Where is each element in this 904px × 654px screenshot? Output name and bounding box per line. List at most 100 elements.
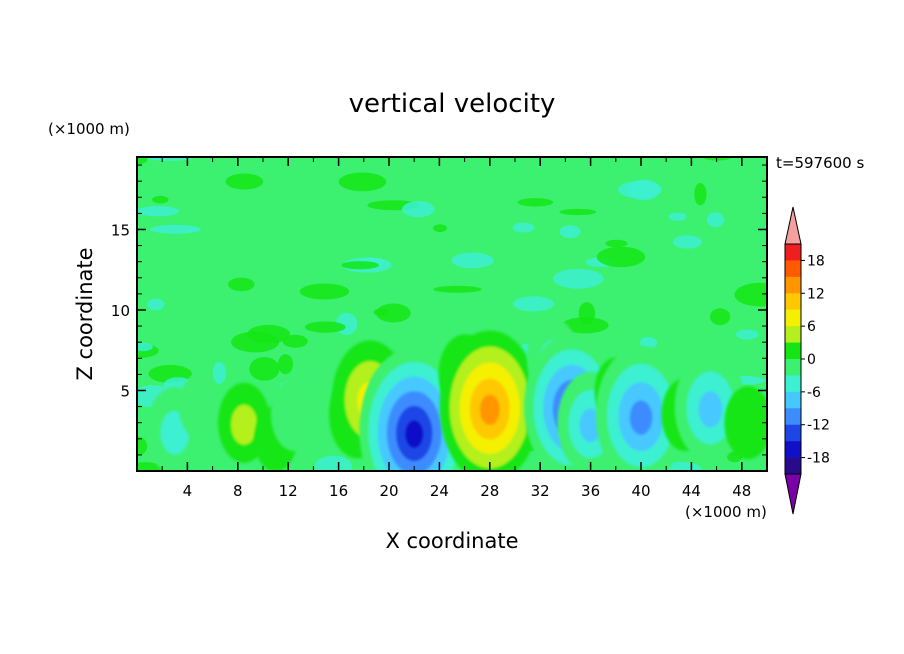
y-tick-label: 10 [111, 302, 130, 320]
field-patch [150, 224, 201, 234]
colorbar-band [785, 276, 801, 294]
x-tick-label: 8 [233, 482, 243, 500]
field-patch [552, 268, 604, 289]
colorbar-bottom-arrow [784, 473, 802, 515]
field-patch [672, 235, 703, 249]
field-patch [433, 224, 447, 232]
y-unit-label: (×1000 m) [48, 120, 130, 138]
colorbar-tick-label: -12 [807, 418, 830, 434]
field-patch [299, 283, 350, 300]
field-patch [668, 212, 687, 221]
field-patch [627, 179, 660, 201]
contour-band [724, 386, 767, 460]
colorbar-tick-label: -18 [807, 451, 830, 467]
plot-frame [136, 156, 768, 472]
field-patch [376, 303, 411, 323]
contour-band [178, 373, 222, 440]
colorbar-band [785, 260, 801, 278]
field-patch [137, 206, 179, 217]
field-patch [433, 285, 482, 293]
field-patch [314, 455, 352, 471]
colorbar-tick-label: 0 [807, 352, 816, 368]
velocity-cell [439, 330, 540, 471]
time-label: t=597600 s [776, 154, 864, 172]
field-patch [373, 308, 389, 316]
field-patch [517, 198, 554, 207]
field-patch [278, 354, 293, 375]
field-patch [282, 334, 308, 348]
field-patch [512, 222, 535, 233]
colorbar-band [785, 309, 801, 327]
colorbar-band [785, 441, 801, 458]
x-tick-label: 12 [279, 482, 298, 500]
field-patch [639, 336, 658, 349]
contour-band [698, 391, 723, 428]
velocity-cell [724, 386, 767, 460]
x-axis: 4 8 12 16 20 24 28 32 36 40 44 48 [161, 157, 751, 500]
field-patch [137, 436, 148, 456]
chart-title: vertical velocity [349, 89, 556, 119]
field-patch [152, 195, 169, 204]
colorbar-band [785, 342, 801, 360]
colorbar-band [785, 424, 801, 442]
field-patch [561, 317, 609, 334]
x-tick-label: 36 [581, 482, 600, 500]
x-tick-label: 48 [732, 482, 751, 500]
field-patch [304, 321, 346, 333]
field-patch [605, 239, 628, 248]
colorbar: 18 12 6 0 -6 -12 -18 [784, 206, 830, 515]
field-patch [228, 277, 255, 292]
field-patch [694, 183, 707, 206]
field-patch [734, 282, 767, 307]
velocity-cell [359, 347, 469, 471]
field-patch [338, 172, 387, 192]
field-patch [137, 157, 148, 164]
velocity-cell [178, 373, 222, 440]
field-patch [512, 296, 555, 312]
contour-band [405, 420, 424, 448]
x-unit-label: (×1000 m) [685, 503, 767, 521]
colorbar-band [785, 359, 801, 376]
colorbar-band [785, 326, 801, 343]
field-patch [706, 212, 725, 228]
x-tick-label: 32 [531, 482, 550, 500]
colorbar-tick-label: 12 [807, 286, 825, 302]
contour-band [231, 404, 258, 445]
velocity-cells [146, 318, 767, 471]
plot-area [137, 157, 767, 471]
colorbar-tick-label: 6 [807, 319, 816, 335]
contour-band [270, 378, 319, 451]
field-patch [559, 208, 597, 216]
x-tick-label: 4 [183, 482, 193, 500]
x-axis-title: X coordinate [385, 529, 518, 553]
field-patch [137, 462, 164, 471]
x-tick-label: 16 [329, 482, 348, 500]
field-patch [402, 201, 435, 218]
field-patch [736, 329, 759, 340]
field-patch [212, 362, 227, 384]
x-tick-label: 20 [379, 482, 398, 500]
colorbar-band [785, 244, 801, 261]
field-patch [137, 342, 153, 352]
colorbar-tick-label: 18 [807, 253, 825, 269]
contour-band [479, 394, 500, 425]
x-tick-label: 28 [480, 482, 499, 500]
field-patch [225, 173, 264, 190]
colorbar-band [785, 408, 801, 426]
y-tick-label: 15 [111, 221, 130, 239]
field-patch [451, 252, 494, 269]
colorbar-band [785, 457, 801, 475]
colorbar-band [785, 391, 801, 409]
colorbar-band [785, 293, 801, 311]
y-axis: 5 10 15 [111, 164, 767, 456]
x-tick-label: 40 [631, 482, 650, 500]
y-axis-title: Z coordinate [73, 247, 97, 380]
colorbar-band [785, 375, 801, 393]
field-patch [249, 357, 280, 381]
field-patch [231, 331, 280, 353]
velocity-cell [595, 345, 687, 471]
x-tick-label: 24 [430, 482, 449, 500]
field-patch [147, 298, 165, 311]
field-patch [559, 225, 581, 239]
